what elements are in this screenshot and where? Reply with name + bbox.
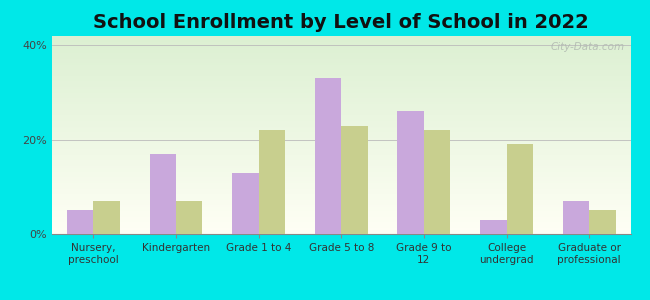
Bar — [176, 201, 202, 234]
Bar — [424, 130, 450, 234]
Bar — [150, 154, 176, 234]
Bar — [94, 201, 120, 234]
Title: School Enrollment by Level of School in 2022: School Enrollment by Level of School in … — [94, 13, 589, 32]
Bar — [589, 210, 616, 234]
Bar — [397, 111, 424, 234]
Bar — [315, 78, 341, 234]
Bar — [480, 220, 506, 234]
Bar — [232, 173, 259, 234]
Bar — [259, 130, 285, 234]
Bar — [506, 144, 533, 234]
Bar — [563, 201, 589, 234]
Bar — [67, 210, 94, 234]
Text: City-Data.com: City-Data.com — [551, 42, 625, 52]
Bar — [341, 126, 368, 234]
